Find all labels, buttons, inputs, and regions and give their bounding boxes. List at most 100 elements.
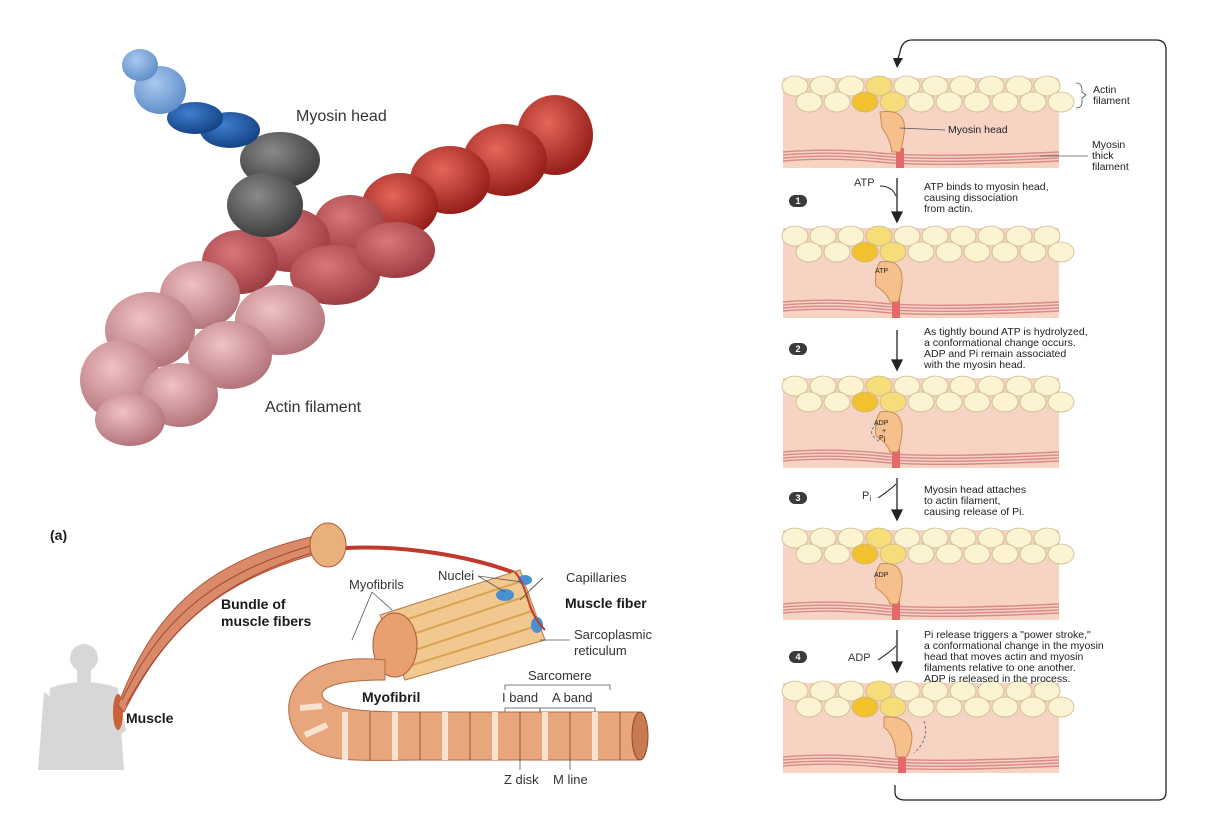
thick-filament-strand — [782, 449, 1060, 456]
actin-bead — [1047, 91, 1075, 113]
cycle-panel — [781, 527, 1075, 620]
previous-position — [871, 423, 881, 443]
actin-bead — [879, 543, 907, 565]
thick-filament-strand — [782, 601, 1060, 608]
actin-bead — [921, 680, 949, 702]
thick-filament-strand — [782, 302, 1060, 309]
actin-brace — [1075, 82, 1087, 109]
actin-bead — [893, 225, 921, 247]
thick-filament-strand — [782, 610, 1060, 617]
step1-reagent: ATP — [854, 177, 875, 189]
actin-bead — [837, 225, 865, 247]
actin-bead — [893, 75, 921, 97]
actin-bead — [879, 241, 907, 263]
actin-bead — [1005, 225, 1033, 247]
actin-bead — [795, 241, 823, 263]
actin-bead — [879, 391, 907, 413]
actin-bead — [963, 91, 991, 113]
actin-bead — [809, 527, 837, 549]
cycle-panel — [781, 225, 1075, 318]
sarcoplasmic-label-line1: Sarcoplasmic — [574, 627, 653, 642]
previous-position — [913, 720, 927, 754]
adp-top-tag: ADP — [874, 420, 889, 427]
thick-filament-strand — [782, 452, 1060, 459]
i-band-label: I band — [502, 690, 539, 705]
actin-bead — [921, 75, 949, 97]
cycle-panels — [781, 75, 1088, 773]
actin-bead — [809, 375, 837, 397]
actin-bead — [809, 225, 837, 247]
actin-bead — [823, 391, 851, 413]
z-disk-label: Z disk — [504, 772, 539, 787]
actin-bead — [949, 680, 977, 702]
actin-bead — [977, 225, 1005, 247]
actin-bead — [795, 391, 823, 413]
actin-bead — [865, 527, 893, 549]
actin-bead — [865, 680, 893, 702]
actin-bead — [949, 225, 977, 247]
actin-bead — [1033, 680, 1061, 702]
actin-bead — [949, 527, 977, 549]
actin-label-line1: Actin — [1093, 84, 1117, 96]
actin-bead — [837, 527, 865, 549]
actin-bead — [1005, 375, 1033, 397]
actin-bead — [1019, 391, 1047, 413]
actin-bead — [991, 391, 1019, 413]
actin-bead — [1005, 75, 1033, 97]
actin-filament-model — [80, 95, 593, 446]
actin-bead — [963, 241, 991, 263]
actin-bead — [991, 91, 1019, 113]
capillaries-label: Capillaries — [566, 570, 627, 585]
actin-bead — [963, 391, 991, 413]
thick-filament-strand — [782, 760, 1060, 767]
actin-bead — [935, 391, 963, 413]
actin-bead — [809, 75, 837, 97]
thick-label-line3: filament — [1092, 161, 1129, 173]
bundle-label-line2: muscle fibers — [221, 613, 312, 629]
thick-filament-strand — [782, 305, 1060, 312]
actin-bead — [879, 696, 907, 718]
actin-bead — [865, 75, 893, 97]
muscle-label: Muscle — [126, 710, 174, 726]
actin-bead — [781, 225, 809, 247]
myosin-head-label: Myosin head — [296, 108, 387, 125]
actin-bead — [991, 696, 1019, 718]
actin-bead — [1047, 543, 1075, 565]
actin-bead — [1033, 527, 1061, 549]
adp-head-tag: ADP — [874, 572, 889, 579]
actin-bead — [851, 543, 879, 565]
step1-text: ATP binds to myosin head, causing dissoc… — [924, 181, 1049, 215]
actin-bead — [879, 91, 907, 113]
actin-bead — [935, 543, 963, 565]
thick-filament-strand — [782, 754, 1060, 761]
myosin-head-shape — [875, 562, 903, 605]
actin-bead — [1005, 527, 1033, 549]
actin-bead — [907, 543, 935, 565]
actin-bead — [1033, 75, 1061, 97]
actin-bead — [1047, 696, 1075, 718]
sarcoplasmic-label-line2: reticulum — [574, 643, 627, 658]
adp-plus-tag: + — [882, 428, 887, 435]
thick-filament-strand — [782, 607, 1060, 614]
myosin-neck — [892, 298, 900, 318]
step2-text: As tightly bound ATP is hydrolyzed, a co… — [924, 326, 1088, 371]
actin-bead — [851, 696, 879, 718]
step3-reagent: Pi — [862, 490, 872, 503]
thick-filament-strand — [782, 152, 1060, 159]
actin-bead — [907, 696, 935, 718]
actin-bead — [1019, 241, 1047, 263]
actin-bead — [823, 696, 851, 718]
actin-bead — [949, 375, 977, 397]
actin-bead — [1019, 91, 1047, 113]
step4-badge: 4 — [789, 651, 807, 663]
panel-label: (a) — [50, 527, 68, 543]
actin-bead — [921, 375, 949, 397]
actin-bead — [851, 391, 879, 413]
thick-filament-strand — [782, 158, 1060, 165]
myofibrils-label: Myofibrils — [349, 577, 404, 592]
actin-bead — [963, 543, 991, 565]
actin-bead — [837, 375, 865, 397]
actin-bead — [865, 225, 893, 247]
actin-bead — [1033, 225, 1061, 247]
actin-bead — [823, 543, 851, 565]
